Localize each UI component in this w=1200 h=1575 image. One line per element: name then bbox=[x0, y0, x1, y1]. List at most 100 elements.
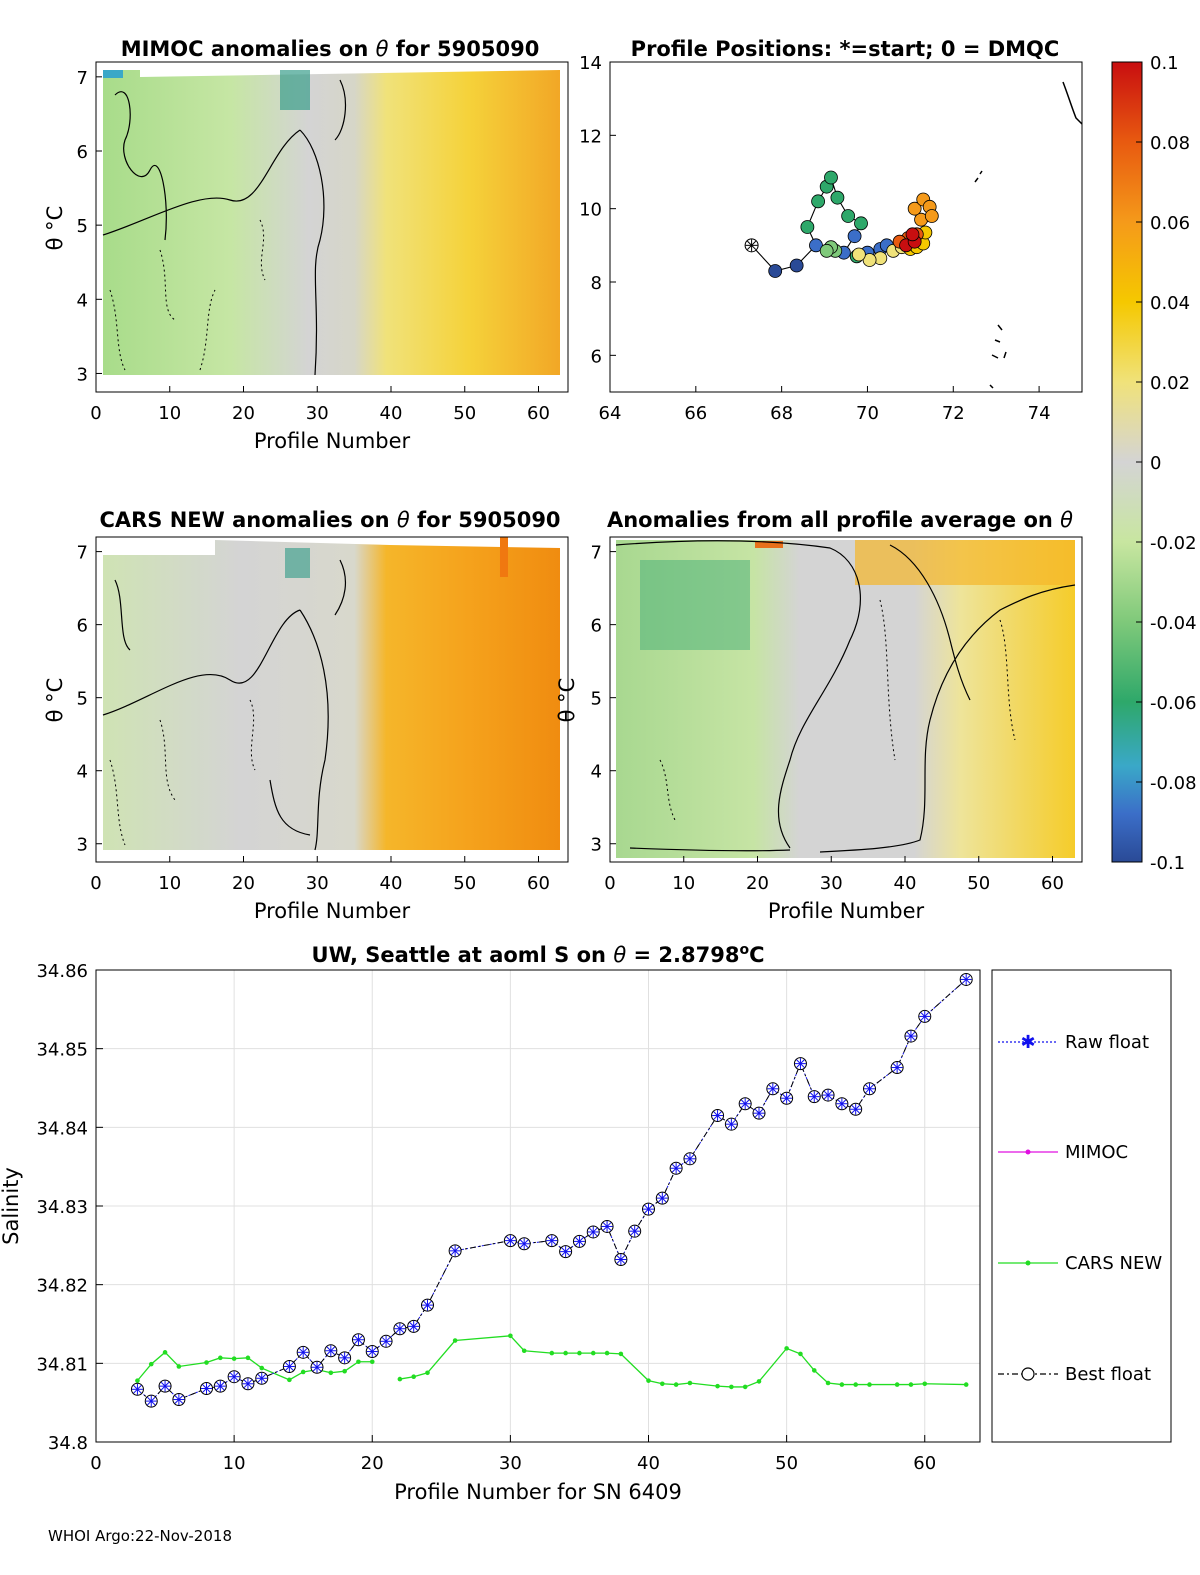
x-tick-label: 50 bbox=[453, 403, 476, 424]
cars-new-point bbox=[425, 1370, 430, 1376]
position-point bbox=[841, 209, 856, 223]
coastline-islands bbox=[974, 170, 1007, 389]
float-point bbox=[655, 1191, 669, 1205]
x-tick-label: 40 bbox=[380, 403, 403, 424]
average-x-label: Profile Number bbox=[768, 899, 925, 923]
cars-new-point bbox=[687, 1380, 693, 1386]
y-tick-label: 12 bbox=[579, 126, 602, 147]
cars-panel-title: CARS NEW anomalies on θ for 5905090 bbox=[99, 508, 560, 532]
x-tick-label: 20 bbox=[232, 873, 255, 894]
y-tick-label: 4 bbox=[77, 762, 88, 783]
cars-new-point bbox=[825, 1380, 831, 1386]
average-warm-spot bbox=[755, 541, 783, 548]
cars-new-point bbox=[287, 1377, 292, 1383]
float-point bbox=[172, 1393, 186, 1407]
float-point bbox=[835, 1097, 849, 1111]
x-tick-label: 10 bbox=[158, 873, 181, 894]
position-point bbox=[811, 194, 826, 209]
cars-new-point bbox=[369, 1359, 375, 1365]
positions-panel-title: Profile Positions: *=start; 0 = DMQC bbox=[631, 37, 1060, 61]
cars-new-point bbox=[742, 1384, 748, 1390]
x-tick-label: 10 bbox=[158, 403, 181, 424]
legend-mimoc-label: MIMOC bbox=[1065, 1142, 1128, 1163]
y-tick-label: 4 bbox=[77, 290, 88, 311]
x-tick-label: 10 bbox=[672, 873, 695, 894]
cars-y-ticks: 7 6 5 4 3 bbox=[77, 543, 102, 856]
cars-new-point bbox=[218, 1355, 223, 1361]
position-point bbox=[862, 253, 877, 267]
position-point bbox=[847, 229, 862, 244]
salinity-legend: ✱ Raw float MIMOC CARS NEW Best float bbox=[991, 969, 1172, 1443]
y-tick-label: 34.82 bbox=[36, 1276, 88, 1297]
cars-new-point bbox=[245, 1355, 251, 1361]
colorbar-ticks: 0.1 0.08 0.06 0.04 0.02 0 -0.02 -0.04 -0.06 -0.08… bbox=[1136, 53, 1197, 874]
float-point bbox=[559, 1245, 573, 1259]
float-point bbox=[365, 1345, 379, 1359]
float-point bbox=[158, 1379, 172, 1393]
average-x-ticks: 0 10 20 30 40 50 60 bbox=[604, 856, 1064, 894]
cars-new-point bbox=[673, 1382, 679, 1387]
float-point bbox=[338, 1351, 352, 1365]
y-tick-label: 5 bbox=[591, 689, 602, 710]
salinity-panel-title: UW, Seattle at aoml S on θ = 2.8798oC bbox=[312, 942, 765, 967]
position-point bbox=[905, 227, 920, 242]
cars-dotted-contours bbox=[109, 699, 256, 846]
cars-new-point bbox=[411, 1374, 416, 1380]
cars-new-point bbox=[811, 1368, 817, 1373]
float-point bbox=[282, 1359, 296, 1373]
float-point bbox=[310, 1360, 324, 1374]
x-tick-label: 10 bbox=[223, 1453, 246, 1474]
cars-new-point bbox=[853, 1382, 858, 1387]
cars-anomaly-panel: CARS NEW anomalies on θ for 5905090 0 10 2… bbox=[43, 508, 569, 923]
y-tick-label: 3 bbox=[591, 835, 602, 856]
mimoc-y-label: θ °C bbox=[43, 206, 67, 251]
y-tick-label: 7 bbox=[591, 543, 602, 564]
cars-x-label: Profile Number bbox=[254, 899, 411, 923]
y-tick-label: 3 bbox=[77, 835, 88, 856]
x-tick-label: 74 bbox=[1028, 403, 1051, 424]
float-point bbox=[379, 1334, 393, 1348]
cars-new-point bbox=[397, 1376, 403, 1382]
salinity-panel: UW, Seattle at aoml S on θ = 2.8798oC 0 1… bbox=[0, 942, 981, 1504]
cars-new-point bbox=[356, 1359, 361, 1365]
colorbar-tick-label: 0.04 bbox=[1150, 293, 1190, 314]
float-point bbox=[503, 1234, 517, 1248]
float-point bbox=[421, 1298, 434, 1312]
x-tick-label: 50 bbox=[453, 873, 476, 894]
cars-new-point bbox=[300, 1369, 306, 1375]
mimoc-anomaly-field bbox=[103, 70, 560, 375]
position-point bbox=[830, 190, 845, 205]
colorbar-tick-label: 0.06 bbox=[1150, 213, 1190, 234]
cars-new-point bbox=[162, 1350, 168, 1355]
average-panel-title: Anomalies from all profile average on θ bbox=[607, 508, 1073, 532]
colorbar-tick-label: -0.06 bbox=[1150, 693, 1197, 714]
x-tick-label: 30 bbox=[306, 403, 329, 424]
float-point bbox=[793, 1057, 807, 1071]
float-point bbox=[517, 1237, 531, 1251]
float-point bbox=[393, 1322, 407, 1336]
float-point bbox=[200, 1382, 213, 1396]
y-tick-label: 3 bbox=[77, 364, 88, 385]
cars-contours bbox=[102, 559, 347, 851]
float-point bbox=[904, 1029, 918, 1043]
float-point bbox=[572, 1234, 586, 1248]
x-tick-label: 20 bbox=[232, 403, 255, 424]
x-tick-label: 40 bbox=[637, 1453, 660, 1474]
float-point bbox=[683, 1152, 697, 1166]
y-tick-label: 10 bbox=[579, 200, 602, 221]
float-point bbox=[918, 1009, 932, 1023]
position-point bbox=[851, 247, 866, 262]
position-point bbox=[824, 170, 838, 185]
colorbar-tick-label: 0.08 bbox=[1150, 133, 1190, 154]
positions-x-ticks: 64 66 68 70 72 74 bbox=[599, 386, 1051, 424]
cars-new-point bbox=[908, 1382, 914, 1387]
float-point bbox=[255, 1371, 269, 1385]
positions-axes-box bbox=[609, 61, 1083, 393]
salinity-x-label: Profile Number for SN 6409 bbox=[394, 1480, 682, 1504]
cars-new-point bbox=[259, 1365, 265, 1371]
legend-best-float-label: Best float bbox=[1065, 1364, 1151, 1385]
float-point bbox=[130, 1382, 144, 1396]
x-tick-label: 30 bbox=[820, 873, 843, 894]
cars-new-point bbox=[963, 1382, 969, 1387]
